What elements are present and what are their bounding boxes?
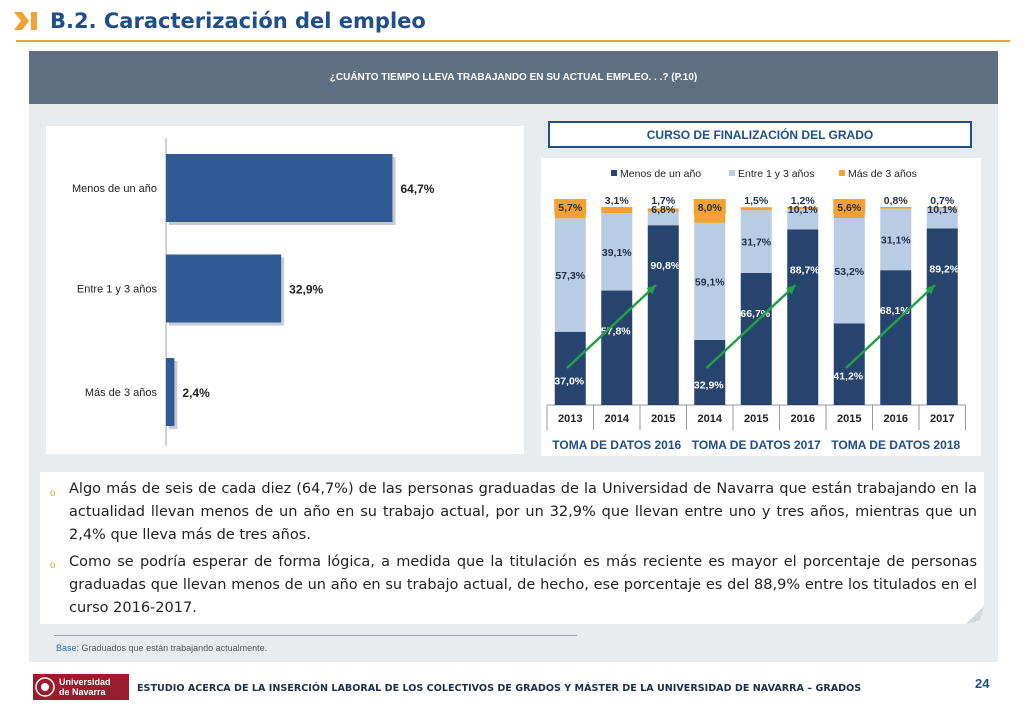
- right-chart-box: [541, 158, 981, 456]
- university-logo-mark: Universidad de Navarra: [33, 674, 129, 700]
- question-text: ¿CUÁNTO TIEMPO LLEVA TRABAJANDO EN SU AC…: [329, 72, 698, 83]
- commentary-box: o Algo más de seis de cada diez (64,7%) …: [40, 472, 984, 624]
- paragraph-2: Como se podría esperar de forma lógica, …: [69, 554, 977, 616]
- header-divider: [16, 40, 1010, 42]
- base-divider: [54, 635, 577, 636]
- base-note: Base: Graduados que están trabajando act…: [56, 643, 267, 653]
- bullet-1: o: [50, 488, 56, 499]
- base-text: : Graduados que están trabajando actualm…: [76, 643, 268, 653]
- university-logo: Universidad de Navarra: [33, 674, 129, 705]
- footer-text: ESTUDIO ACERCA DE LA INSERCIÓN LABORAL D…: [137, 683, 862, 694]
- curso-label: CURSO DE FINALIZACIÓN DEL GRADO: [548, 121, 972, 148]
- logo-text-2: de Navarra: [59, 687, 107, 697]
- logo-text-1: Universidad: [59, 677, 111, 687]
- question-bar: ¿CUÁNTO TIEMPO LLEVA TRABAJANDO EN SU AC…: [29, 51, 998, 104]
- page-number: 24: [975, 676, 990, 691]
- bullet-2: o: [50, 560, 56, 571]
- curso-label-text: CURSO DE FINALIZACIÓN DEL GRADO: [646, 127, 874, 142]
- chevron-bar-icon: [14, 12, 37, 30]
- page-curl-icon: [966, 606, 984, 624]
- left-chart-box: [46, 126, 524, 454]
- paragraph-1: Algo más de seis de cada diez (64,7%) de…: [69, 481, 977, 543]
- base-label: Base: [56, 643, 77, 653]
- page-title: B.2. Caracterización del empleo: [50, 9, 426, 33]
